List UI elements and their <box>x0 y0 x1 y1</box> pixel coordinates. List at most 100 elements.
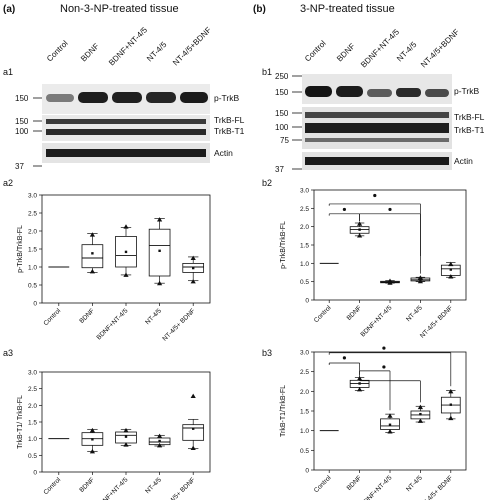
box-mean <box>91 252 94 255</box>
x-tick-label: BDNF <box>78 307 95 324</box>
x-tick-label: NT-4/5 <box>405 474 424 493</box>
blot-band <box>367 89 392 97</box>
box-group <box>81 427 104 454</box>
outlier-point <box>417 418 423 423</box>
box-group <box>115 427 137 447</box>
outlier-point <box>157 217 163 222</box>
outlier-point <box>190 255 196 260</box>
lane-label: BDNF+NT-4/5 <box>107 25 149 67</box>
y-tick-label: 0 <box>33 301 37 308</box>
lane-label: NT-4/5+BDNF <box>419 27 461 69</box>
outlier-point <box>387 413 393 418</box>
box-iqr <box>148 228 171 277</box>
box-mean <box>192 266 195 270</box>
x-tick-label: NT-4/5+ BDNF <box>161 476 196 500</box>
y-tick-label: 1.5 <box>28 420 37 427</box>
significance-mark <box>388 207 392 212</box>
lane-label: BDNF <box>335 42 357 64</box>
chart-panel-label: b3 <box>262 348 272 358</box>
blot-band <box>146 92 176 103</box>
band-label: Actin <box>214 148 233 158</box>
blot-band <box>78 92 108 103</box>
blot-band <box>46 94 74 102</box>
blot-a-trkb: 150 100 TrkB-FL TrkB-T1 <box>15 115 245 141</box>
y-tick-label: 0 <box>305 468 309 475</box>
outlier-point <box>190 445 196 450</box>
mw-marker: 100 <box>15 127 29 136</box>
box-group <box>182 255 205 284</box>
outlier-point <box>357 221 363 226</box>
outlier-point <box>89 448 95 454</box>
box-mean <box>449 403 452 406</box>
y-tick-label: 2.0 <box>28 229 37 236</box>
blot-band <box>305 123 449 133</box>
y-tick-label: 1.0 <box>28 436 37 443</box>
chart-panel-label: a2 <box>3 178 13 188</box>
outlier-point <box>448 415 454 421</box>
y-tick-label: 1.5 <box>28 247 37 254</box>
box-group <box>440 388 461 421</box>
y-tick-label: 2.0 <box>300 389 309 396</box>
outlier-point <box>157 433 163 438</box>
box-group <box>380 413 400 434</box>
y-tick-label: 3.0 <box>300 350 309 357</box>
outlier-point <box>123 442 129 447</box>
y-axis-label: p-TrkB/TrkB-FL <box>17 225 24 273</box>
blot-band <box>46 149 206 157</box>
significance-mark <box>382 346 386 350</box>
y-tick-label: 2.5 <box>28 386 37 393</box>
blot-band <box>46 119 206 124</box>
x-tick-label: BDNF+NT-4/5 <box>359 474 393 500</box>
box-mean <box>388 423 392 426</box>
x-tick-label: Control <box>42 476 62 496</box>
outlier-point <box>157 280 163 286</box>
outlier-point <box>448 388 454 394</box>
chart-b2: b2 0 0.5 1.0 1.5 2.0 2.5 3.0 p-TrkB/TrkB-FL Contr… <box>262 178 467 340</box>
x-tick-label: Control <box>313 304 333 324</box>
band-label: TrkB-FL <box>214 115 245 125</box>
mw-marker: 150 <box>15 117 29 126</box>
x-tick-label: BDNF <box>78 476 95 493</box>
x-tick-label: BDNF+NT-4/5 <box>95 476 129 500</box>
panel-a1-label: a1 <box>3 67 13 77</box>
lane-label: NT-4/5 <box>395 40 419 64</box>
box-mean <box>449 268 452 271</box>
y-tick-label: 2.5 <box>300 369 309 376</box>
x-tick-label: BDNF+NT-4/5 <box>359 304 393 338</box>
y-tick-label: 0.5 <box>28 283 37 290</box>
outlier-point <box>89 268 95 274</box>
box-group <box>410 275 431 284</box>
box-group <box>440 261 461 279</box>
panel-b-letter: (b) <box>253 4 266 15</box>
x-tick-label: NT-4/5+ BDNF <box>161 307 196 342</box>
blot-band <box>305 112 449 118</box>
x-tick-label: BDNF+NT-4/5 <box>95 307 129 341</box>
outlier-point <box>89 232 95 237</box>
mw-marker: 100 <box>275 123 289 132</box>
outlier-point <box>123 272 129 277</box>
outlier-point <box>417 404 423 410</box>
box-mean <box>124 250 128 254</box>
mw-marker: 150 <box>275 109 289 118</box>
band-label: p-TrkB <box>454 86 480 96</box>
band-label: TrkB-FL <box>454 112 485 122</box>
outlier-point <box>387 278 393 283</box>
y-tick-label: 0 <box>33 470 37 477</box>
x-tick-label: NT-4/5 <box>144 476 163 495</box>
x-tick-label: NT-4/5 <box>144 307 163 326</box>
y-tick-label: 0.5 <box>300 448 309 455</box>
y-tick-label: 3.0 <box>28 370 37 377</box>
box-group <box>410 404 431 423</box>
significance-mark <box>342 356 346 360</box>
box-mean <box>358 382 361 385</box>
y-tick-label: 3.0 <box>300 188 309 195</box>
lane-label: BDNF <box>79 42 101 64</box>
y-tick-label: 1.0 <box>300 428 309 435</box>
blot-band <box>112 92 142 103</box>
box-group <box>115 224 137 277</box>
blot-b-actin: 37 Actin <box>275 152 473 174</box>
outlier-point <box>89 427 95 433</box>
y-tick-label: 2.0 <box>300 224 309 231</box>
box-mean <box>158 249 161 252</box>
blot-band <box>305 157 449 165</box>
